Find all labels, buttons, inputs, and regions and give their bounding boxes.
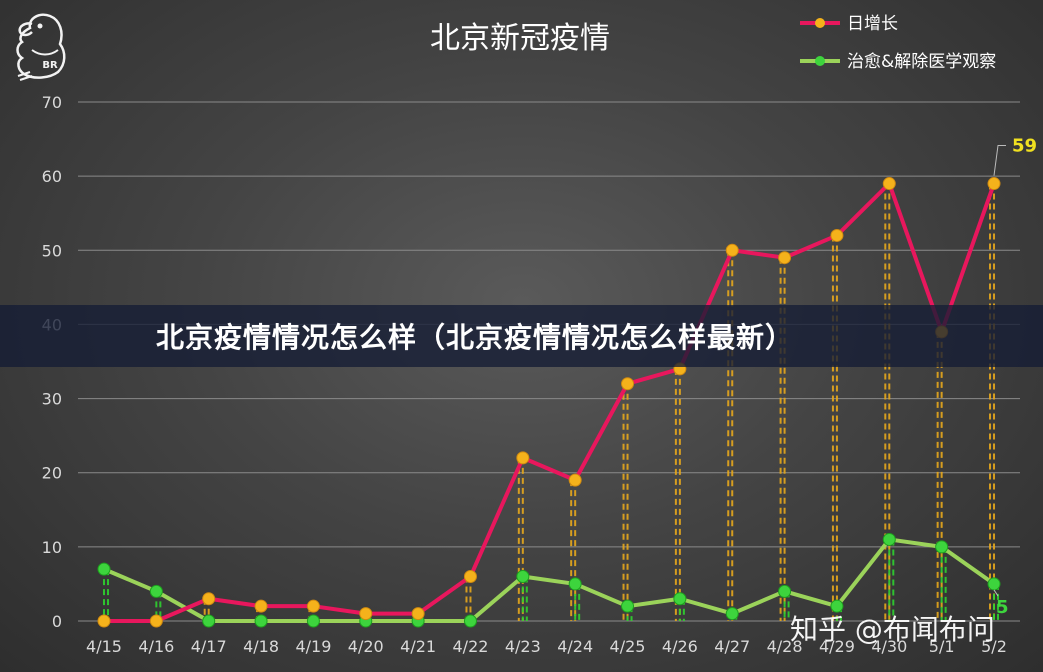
data-point	[254, 614, 268, 628]
x-tick-label: 4/28	[767, 637, 803, 656]
y-tick-label: 50	[42, 241, 62, 260]
data-point	[97, 614, 111, 628]
y-tick-label: 60	[42, 167, 62, 186]
data-point	[778, 251, 792, 265]
series-layer	[97, 177, 1001, 628]
data-point	[463, 614, 477, 628]
annotations: 59 5	[993, 136, 1037, 618]
data-point	[882, 532, 896, 546]
data-point	[830, 599, 844, 613]
data-label: 5	[996, 597, 1009, 618]
data-point	[935, 540, 949, 554]
x-tick-label: 5/1	[929, 637, 955, 656]
x-tick-label: 4/23	[505, 637, 541, 656]
series-line	[103, 537, 996, 623]
data-point	[568, 473, 582, 487]
data-point	[725, 607, 739, 621]
data-point	[987, 177, 1001, 191]
data-point	[202, 592, 216, 606]
y-tick-label: 10	[42, 538, 62, 557]
data-point	[202, 614, 216, 628]
x-tick-label: 4/17	[191, 637, 227, 656]
data-point	[725, 243, 739, 257]
x-tick-label: 4/18	[243, 637, 279, 656]
x-tick-label: 4/30	[871, 637, 907, 656]
data-point	[516, 451, 530, 465]
article-title-banner: 北京疫情情况怎么样（北京疫情情况怎么样最新）	[0, 305, 1043, 367]
x-tick-label: 4/20	[348, 637, 384, 656]
x-tick-label: 5/2	[981, 637, 1007, 656]
drop-lines	[103, 183, 999, 621]
x-tick-label: 4/19	[295, 637, 331, 656]
legend-marker	[815, 56, 825, 66]
data-point	[568, 577, 582, 591]
chart-title: 北京新冠疫情	[430, 21, 610, 56]
data-point	[306, 614, 320, 628]
x-tick-label: 4/26	[662, 637, 698, 656]
x-tick-label: 4/16	[138, 637, 174, 656]
x-tick-label: 4/29	[819, 637, 855, 656]
data-label: 59	[1012, 136, 1037, 157]
data-point	[254, 599, 268, 613]
series-line	[104, 181, 996, 623]
data-point	[621, 599, 635, 613]
data-point	[621, 377, 635, 391]
y-tick-label: 20	[42, 464, 62, 483]
data-point	[463, 570, 477, 584]
parrot-logo-icon: BR	[16, 13, 66, 81]
x-axis: 4/15 4/16 4/17 4/18 4/19 4/20 4/21 4/22 4/23 4/24…	[86, 637, 1007, 656]
data-point	[149, 584, 163, 598]
legend-label: 日增长	[847, 14, 898, 34]
banner-title: 北京疫情情况怎么样（北京疫情情况怎么样最新）	[156, 321, 795, 354]
data-point	[411, 607, 425, 621]
data-point	[830, 228, 844, 242]
x-tick-label: 4/25	[610, 637, 646, 656]
x-tick-label: 4/21	[400, 637, 436, 656]
y-tick-label: 30	[42, 390, 62, 409]
legend-marker	[815, 18, 825, 28]
x-tick-label: 4/15	[86, 637, 122, 656]
data-point	[987, 577, 1001, 591]
data-point	[149, 614, 163, 628]
annotation-leader	[993, 589, 999, 597]
data-point	[359, 607, 373, 621]
data-point	[673, 592, 687, 606]
legend-label: 治愈&解除医学观察	[847, 52, 996, 72]
y-tick-label: 70	[42, 93, 62, 112]
data-point	[516, 570, 530, 584]
svg-text:BR: BR	[42, 60, 58, 71]
data-point	[306, 599, 320, 613]
x-tick-label: 4/24	[557, 637, 593, 656]
data-point	[882, 177, 896, 191]
x-tick-label: 4/22	[453, 637, 489, 656]
data-point	[97, 562, 111, 576]
x-tick-label: 4/27	[714, 637, 750, 656]
watermark: 知乎 @布闻布问	[790, 613, 995, 646]
data-point	[778, 584, 792, 598]
annotation-leader	[993, 145, 1006, 176]
y-tick-label: 0	[52, 612, 62, 631]
